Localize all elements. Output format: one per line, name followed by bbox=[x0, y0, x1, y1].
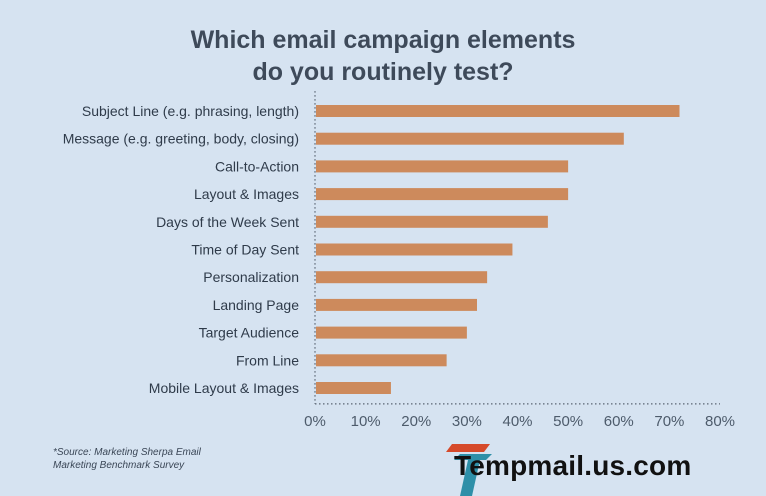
x-tick-label: 50% bbox=[553, 413, 583, 430]
watermark-text: Tempmail.us.com bbox=[454, 450, 692, 481]
category-label: Subject Line (e.g. phrasing, length) bbox=[82, 103, 299, 119]
watermark-logo-icon bbox=[446, 444, 492, 496]
x-tick-label: 10% bbox=[351, 413, 381, 430]
x-tick-label: 40% bbox=[502, 413, 532, 430]
bar bbox=[316, 160, 569, 173]
bar bbox=[316, 132, 624, 145]
bar bbox=[316, 354, 447, 367]
category-label: Layout & Images bbox=[194, 186, 299, 202]
watermark: Tempmail.us.com bbox=[446, 440, 766, 496]
bar bbox=[316, 188, 569, 201]
category-label: Target Audience bbox=[199, 325, 300, 341]
category-label: Landing Page bbox=[213, 297, 300, 313]
bar bbox=[316, 105, 680, 117]
x-tick-label: 70% bbox=[654, 413, 684, 430]
category-label: Message (e.g. greeting, body, closing) bbox=[63, 131, 299, 147]
source-note-line-1: *Source: Marketing Sherpa Email bbox=[53, 447, 201, 458]
category-label: Call-to-Action bbox=[215, 158, 299, 174]
x-tick-label: 0% bbox=[304, 413, 326, 430]
category-label: From Line bbox=[236, 352, 299, 368]
category-label: Mobile Layout & Images bbox=[149, 380, 299, 396]
category-label: Time of Day Sent bbox=[191, 242, 299, 258]
x-tick-label: 30% bbox=[452, 413, 482, 430]
bar bbox=[316, 382, 391, 394]
x-tick-label: 80% bbox=[705, 413, 735, 430]
source-note-line-2: Marketing Benchmark Survey bbox=[53, 460, 185, 471]
chart-title-line-2: do you routinely test? bbox=[252, 58, 514, 86]
bar bbox=[316, 298, 477, 311]
category-label: Personalization bbox=[203, 269, 299, 285]
x-tick-label: 20% bbox=[401, 413, 431, 430]
bar bbox=[316, 326, 467, 339]
category-label: Days of the Week Sent bbox=[156, 214, 299, 230]
chart-title-line-1: Which email campaign elements bbox=[190, 26, 576, 54]
bar bbox=[316, 243, 513, 256]
chart-title: Which email campaign elements do you rou… bbox=[0, 24, 766, 88]
x-tick-label: 60% bbox=[604, 413, 634, 430]
bar bbox=[316, 271, 488, 284]
bar bbox=[316, 215, 548, 228]
source-note: *Source: Marketing Sherpa Email Marketin… bbox=[53, 446, 313, 472]
